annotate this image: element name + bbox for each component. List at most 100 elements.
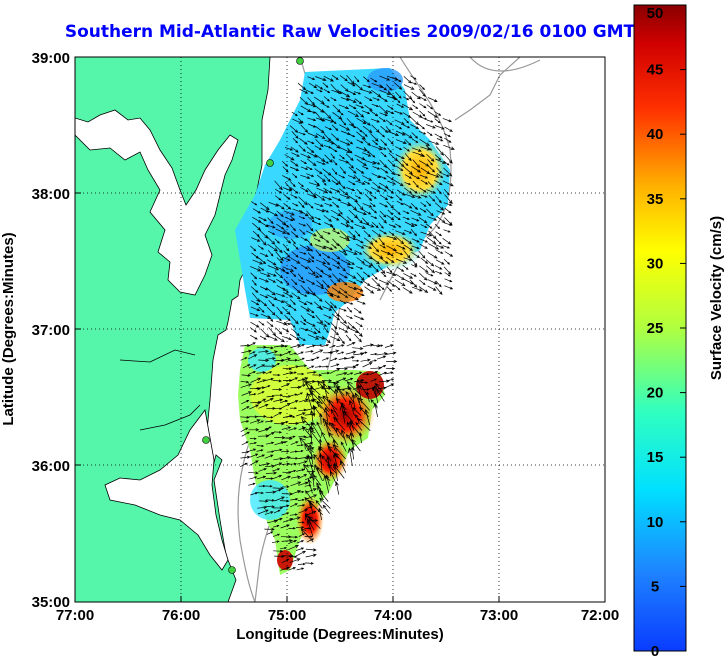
velocity-arrow (370, 77, 378, 83)
velocity-arrow (370, 359, 378, 362)
velocity-arrow (323, 133, 332, 142)
velocity-arrow (276, 203, 285, 210)
velocity-arrow (280, 357, 291, 362)
velocity-arrow (355, 180, 366, 185)
velocity-arrow (386, 359, 398, 364)
velocity-arrow (274, 554, 285, 558)
velocity-arrow (275, 293, 286, 298)
velocity-arrow (346, 306, 353, 313)
velocity-arrow (282, 257, 291, 261)
velocity-arrow (274, 195, 282, 201)
velocity-arrow (265, 419, 274, 423)
y-tick-label: 35:00 (32, 594, 70, 611)
velocity-arrow (362, 125, 373, 134)
velocity-arrow (282, 287, 289, 294)
velocity-arrow (347, 147, 353, 154)
velocity-arrow (378, 222, 384, 229)
velocity-arrow (274, 238, 280, 244)
velocity-arrow (443, 258, 451, 265)
velocity-arrow (345, 244, 353, 251)
velocity-arrow (419, 265, 429, 273)
velocity-arrow (322, 103, 330, 108)
velocity-arrow (316, 89, 323, 93)
velocity-arrow (331, 293, 341, 298)
velocity-arrow (395, 236, 405, 245)
velocity-arrow (444, 126, 453, 132)
velocity-arrow (396, 189, 406, 196)
velocity-arrow (265, 287, 276, 296)
velocity-arrow (283, 229, 291, 236)
velocity-arrow (362, 138, 372, 146)
velocity-arrow (300, 174, 311, 180)
velocity-arrow (306, 89, 314, 94)
velocity-arrow (426, 145, 433, 151)
velocity-arrow (273, 398, 284, 402)
velocity-arrow (312, 373, 323, 377)
velocity-arrow (274, 335, 285, 343)
velocity-arrow (387, 180, 397, 185)
velocity-arrow (250, 321, 260, 328)
velocity-arrow (347, 447, 353, 467)
velocity-arrow (331, 74, 339, 80)
velocity-arrow (410, 203, 419, 211)
velocity-arrow (300, 160, 307, 164)
velocity-arrow (410, 173, 421, 180)
velocity-arrow (281, 403, 291, 409)
velocity-arrow (379, 159, 388, 169)
velocity-arrow (291, 251, 299, 258)
velocity-arrow (323, 258, 331, 266)
velocity-arrow (305, 441, 314, 445)
velocity-arrow (363, 209, 372, 215)
velocity-arrow (276, 279, 284, 284)
velocity-arrow (257, 235, 267, 246)
velocity-arrow (331, 258, 341, 265)
velocity-arrow (372, 97, 380, 101)
velocity-arrow (282, 270, 290, 274)
velocity-arrow (339, 236, 351, 242)
velocity-arrow (295, 550, 307, 557)
velocity-arrow (404, 221, 415, 227)
velocity-arrow (310, 471, 315, 487)
velocity-arrow (316, 284, 325, 289)
velocity-arrow (260, 207, 270, 213)
velocity-arrow (393, 215, 401, 221)
velocity-arrow (249, 441, 257, 445)
velocity-arrow (323, 174, 331, 183)
velocity-arrow (380, 167, 389, 174)
velocity-arrow (435, 259, 445, 265)
velocity-arrow (443, 189, 450, 196)
velocity-arrow (327, 385, 338, 395)
velocity-arrow (289, 125, 299, 133)
velocity-arrow (283, 194, 291, 200)
velocity-arrow (354, 154, 366, 161)
velocity-arrow (362, 165, 369, 170)
x-tick-label: 72:00 (581, 607, 619, 624)
velocity-arrow (324, 420, 330, 437)
velocity-arrow (338, 336, 345, 345)
velocity-arrow (410, 75, 417, 80)
velocity-arrow (260, 286, 269, 291)
velocity-arrow (435, 238, 442, 245)
velocity-arrow (347, 266, 354, 270)
velocity-arrow (290, 344, 302, 348)
velocity-arrow (327, 445, 339, 459)
velocity-arrow (418, 124, 426, 130)
velocity-arrow (308, 103, 316, 108)
velocity-arrow (342, 410, 354, 423)
velocity-arrow (353, 286, 364, 292)
velocity-arrow (312, 356, 320, 361)
velocity-arrow (305, 561, 314, 565)
velocity-arrow (345, 334, 352, 342)
velocity-arrow (395, 146, 403, 150)
velocity-arrow (346, 315, 353, 319)
velocity-arrow (442, 245, 451, 249)
velocity-arrow (444, 222, 453, 226)
velocity-arrow (330, 321, 338, 330)
velocity-arrow (386, 286, 392, 292)
velocity-arrow (386, 266, 393, 274)
velocity-arrow (281, 512, 290, 516)
velocity-arrow (283, 236, 292, 244)
velocity-arrow (305, 506, 313, 509)
velocity-arrow (307, 158, 317, 167)
velocity-arrow (355, 104, 365, 109)
